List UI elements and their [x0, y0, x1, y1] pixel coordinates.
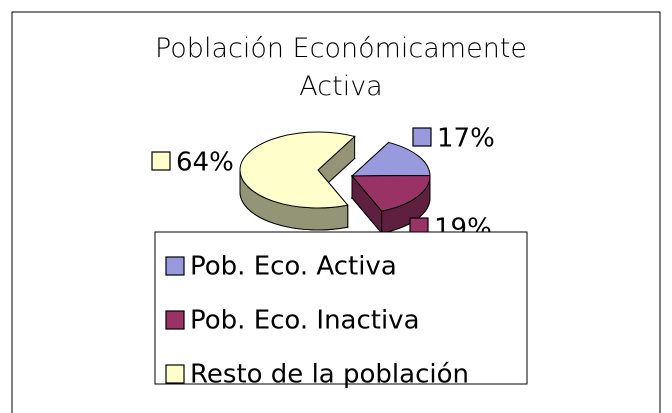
- legend-label: Pob. Eco. Activa: [190, 252, 397, 282]
- label-swatch: [412, 127, 432, 147]
- legend-swatch: [165, 256, 185, 276]
- legend-label: Pob. Eco. Inactiva: [190, 306, 420, 336]
- slice: [239, 131, 356, 209]
- slice: [350, 141, 431, 177]
- slice: [350, 174, 431, 212]
- pie: [239, 131, 431, 235]
- legend-box: [154, 231, 528, 385]
- data-label: 64%: [176, 148, 234, 178]
- chart-title: Población Económicamente Activa: [154, 33, 528, 102]
- label-swatch: [151, 151, 171, 171]
- legend-swatch: [165, 310, 185, 330]
- legend-label: Resto de la población: [190, 360, 469, 390]
- data-label: 17%: [437, 124, 495, 154]
- legend-swatch: [165, 364, 185, 384]
- legend: Pob. Eco. Activa Pob. Eco. Inactiva Resto …: [154, 231, 528, 390]
